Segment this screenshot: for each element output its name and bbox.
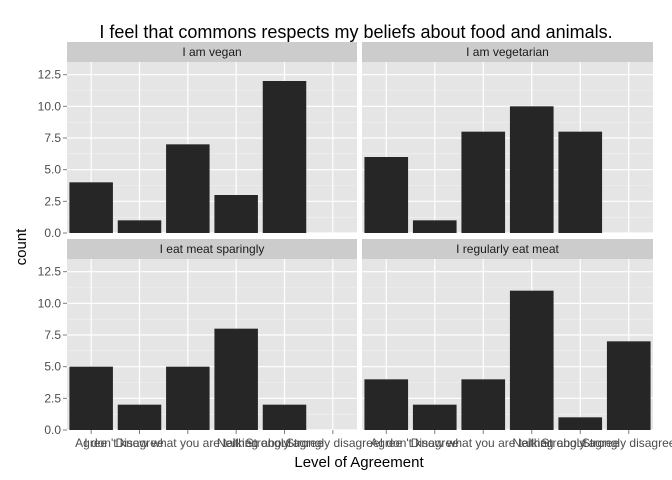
bar: [509, 290, 554, 430]
y-tick-label: 2.5: [44, 194, 61, 208]
y-tick-label: 7.5: [44, 131, 61, 145]
x-tick-label: Agree: [75, 436, 107, 450]
y-tick-label: 10.0: [38, 99, 62, 113]
bar: [364, 379, 409, 430]
facets-layer: I am vegan 0.0 2.5 5.0 7.5 10.0 12.5 I am veget…: [38, 42, 672, 450]
bar: [262, 404, 307, 430]
y-axis-label: count: [13, 228, 30, 266]
bar: [509, 106, 554, 233]
facet-strip: [67, 42, 357, 62]
facet-strip: [362, 42, 653, 62]
x-tick-label: Strongly agree: [541, 436, 619, 450]
x-tick-label: Agree: [370, 436, 402, 450]
facet-strip-label: I regularly eat meat: [456, 242, 559, 256]
facet-strip-label: I am vegetarian: [466, 45, 549, 59]
y-tick-label: 5.0: [44, 360, 61, 374]
y-tick-label: 12.5: [38, 265, 62, 279]
bar: [214, 195, 258, 233]
y-tick-label: 10.0: [38, 296, 62, 310]
bar: [461, 379, 506, 430]
facet-strip: [362, 239, 653, 259]
bar: [461, 131, 506, 233]
x-tick-label: Disagree: [411, 436, 459, 450]
x-tick-label: Strongly disagree: [286, 436, 380, 450]
y-tick-label: 12.5: [38, 68, 62, 82]
bar: [214, 328, 258, 430]
y-tick-label: 0.0: [44, 423, 61, 437]
x-tick-label: Neither: [512, 436, 551, 450]
facet-panel: I eat meat sparingly 0.0 2.5 5.0 7.5 10.0 12.5…: [38, 239, 380, 450]
facet-panel: I am vegetarian: [362, 42, 653, 234]
y-tick-label: 5.0: [44, 163, 61, 177]
x-axis-label: Level of Agreement: [294, 454, 424, 471]
facet-panel: I am vegan 0.0 2.5 5.0 7.5 10.0 12.5: [38, 42, 357, 240]
x-tick-label: Neither: [217, 436, 256, 450]
bar: [69, 182, 113, 233]
x-tick-label: I don't know what you are talking about: [84, 436, 292, 450]
bar: [412, 404, 457, 430]
bar: [606, 341, 651, 430]
facet-strip: [67, 239, 357, 259]
bar: [117, 220, 162, 233]
y-tick-label: 0.0: [44, 226, 61, 240]
x-tick-label: I don't know what you are talking about: [380, 436, 588, 450]
x-tick-label: Disagree: [115, 436, 163, 450]
bar: [69, 366, 113, 430]
y-tick-label: 2.5: [44, 391, 61, 405]
facet-strip-label: I am vegan: [182, 45, 241, 59]
bar: [412, 220, 457, 233]
chart-title: I feel that commons respects my beliefs …: [99, 22, 612, 42]
bar: [364, 157, 409, 233]
bar: [117, 404, 162, 430]
bar: [262, 81, 307, 233]
y-tick-label: 7.5: [44, 328, 61, 342]
bar: [166, 366, 210, 430]
x-tick-label: Strongly agree: [245, 436, 323, 450]
bar: [166, 144, 210, 233]
x-tick-label: Strongly disagree: [582, 436, 672, 450]
bar: [558, 417, 603, 430]
bar: [558, 131, 603, 233]
facet-strip-label: I eat meat sparingly: [160, 242, 265, 256]
